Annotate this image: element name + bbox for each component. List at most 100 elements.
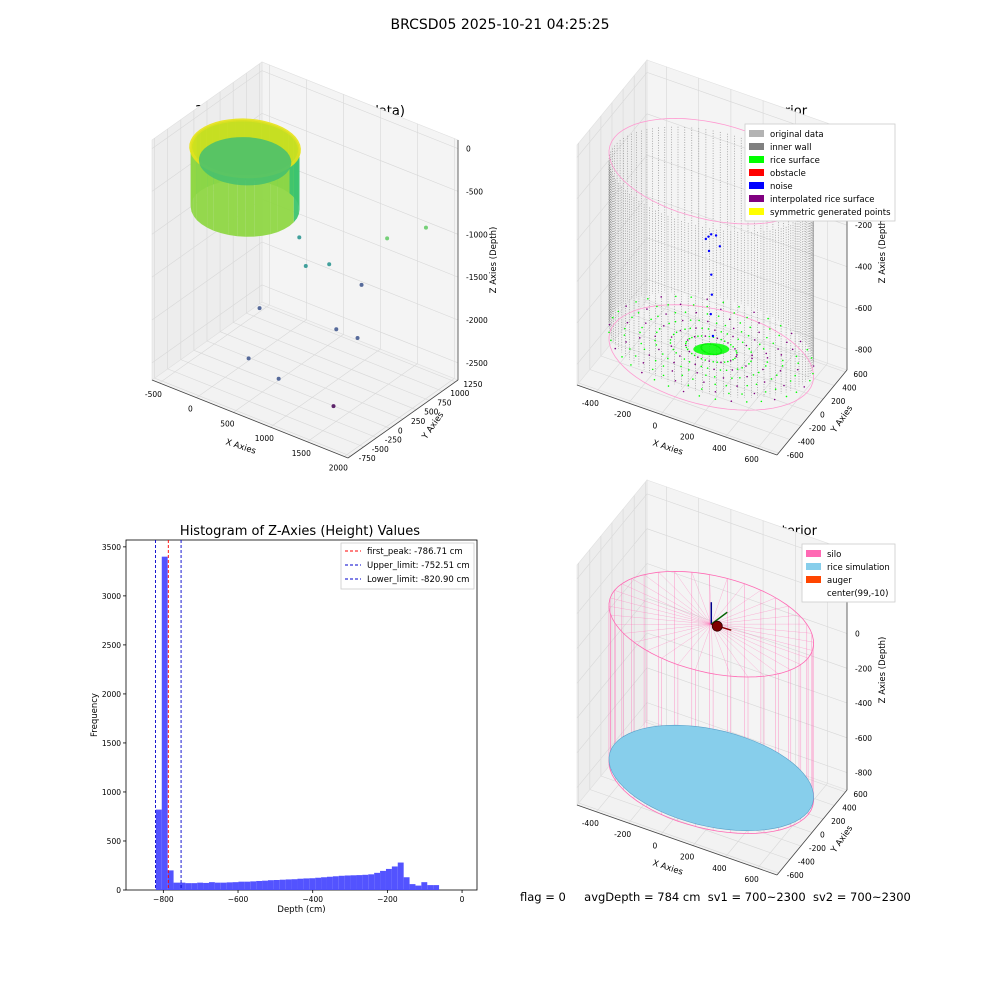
x-tick-label: 400 — [712, 444, 727, 453]
surface-point — [667, 385, 670, 387]
surface-point — [812, 372, 814, 375]
surface-point — [653, 378, 656, 381]
grid-line — [233, 322, 430, 401]
silo-roof-rib — [711, 578, 728, 625]
surface-point — [720, 361, 722, 364]
x-tick-label: 1000 — [255, 434, 274, 443]
hist-bar — [391, 866, 398, 890]
hist-bar — [315, 877, 322, 890]
surface-point — [763, 381, 766, 383]
surface-point — [736, 368, 739, 370]
y-tick-label: 500 — [424, 408, 439, 417]
z-tick-label: -800 — [855, 769, 872, 778]
surface-point — [672, 333, 675, 336]
surface-point — [671, 370, 674, 372]
grid-line — [634, 315, 835, 386]
surface-point — [739, 376, 741, 379]
hist-bar — [350, 875, 357, 890]
hist-bar — [250, 881, 257, 890]
surface-point — [762, 348, 765, 350]
surface-point — [684, 311, 687, 314]
surface-point — [741, 366, 743, 369]
z-axis-label: Z Axies (Depth) — [489, 227, 499, 294]
z-axis-label: Z Axies (Depth) — [878, 217, 888, 284]
grid-line — [578, 382, 779, 454]
surface-point — [681, 319, 684, 322]
surface-point — [766, 357, 769, 359]
surface-point — [717, 315, 720, 317]
legend-label: rice simulation — [827, 563, 890, 573]
surface-point — [675, 331, 678, 334]
surface-point — [735, 350, 737, 352]
z-tick-label: -2500 — [466, 359, 488, 368]
surface-point — [704, 359, 707, 361]
hist-bar — [374, 872, 381, 890]
legend-swatch — [749, 169, 764, 176]
inner-wall-points — [608, 126, 814, 398]
surface-point — [720, 331, 723, 333]
noise-point — [718, 245, 722, 248]
y-axis-line — [347, 379, 459, 459]
surface-point — [719, 369, 722, 371]
x-axis-label: Depth (cm) — [277, 905, 325, 915]
cloud-strip — [254, 175, 263, 237]
legend-swatch — [749, 182, 764, 189]
x-tick-label: 400 — [712, 864, 727, 873]
surface-point — [665, 313, 667, 315]
surface-point — [658, 328, 661, 330]
x-tick-label: -200 — [614, 830, 631, 839]
outlier-point — [331, 404, 336, 409]
legend-label: Upper_limit: -752.51 cm — [367, 561, 470, 571]
surface-point — [769, 328, 771, 330]
surface-point — [745, 401, 748, 403]
surface-point — [669, 339, 672, 341]
x-tick-label: 200 — [680, 433, 695, 442]
grid-line — [193, 350, 391, 429]
surface-point — [729, 359, 732, 362]
z-tick-label: 0 — [466, 145, 471, 154]
x-tick-label: 0 — [460, 895, 465, 904]
surface-point — [682, 390, 685, 393]
surface-point — [695, 327, 697, 329]
y-tick-label: -500 — [372, 445, 389, 454]
surface-point — [679, 329, 682, 332]
surface-point — [755, 383, 758, 386]
x-axis-line — [151, 379, 349, 459]
x-tick-label: 0 — [652, 421, 657, 430]
y-tick-label: 1000 — [102, 788, 121, 797]
z-tick-label: -200 — [855, 221, 872, 230]
surface-point — [708, 335, 711, 338]
surface-point — [736, 385, 738, 387]
hist-bar — [291, 879, 298, 890]
surface-point — [724, 324, 727, 327]
outlier-point — [297, 235, 302, 240]
y-axis-label: Y Axies — [829, 403, 856, 435]
surface-point — [727, 360, 729, 363]
silo-top-ring — [608, 570, 815, 678]
surface-point — [697, 356, 699, 358]
y-axis-label: Y Axies — [829, 823, 856, 855]
silo-roof-rib — [711, 624, 714, 674]
y-tick-label: 400 — [842, 384, 857, 393]
surface-point — [720, 308, 722, 311]
cloud-strip — [298, 145, 300, 210]
surface-point — [732, 327, 735, 330]
surface-point — [757, 371, 760, 374]
z-axis-label: Z Axies (Depth) — [878, 637, 888, 704]
status-footer: flag = 0 avgDepth = 784 cm sv1 = 700~230… — [520, 890, 911, 904]
hist-bar — [368, 874, 375, 890]
hist-bar — [256, 880, 263, 890]
surface-point — [686, 339, 689, 341]
surface-point — [732, 345, 734, 348]
x-axis-label: X Axies — [224, 437, 257, 456]
hist-bar — [197, 882, 204, 890]
cloud-strip — [262, 174, 271, 236]
hist-bar — [356, 875, 363, 890]
surface-point — [686, 348, 689, 351]
cloud-strip — [196, 160, 202, 225]
surface-point — [698, 395, 701, 397]
outlier-point — [276, 376, 281, 381]
surface-point — [765, 352, 768, 355]
hist-bar — [297, 878, 304, 890]
surface-point — [740, 331, 743, 333]
